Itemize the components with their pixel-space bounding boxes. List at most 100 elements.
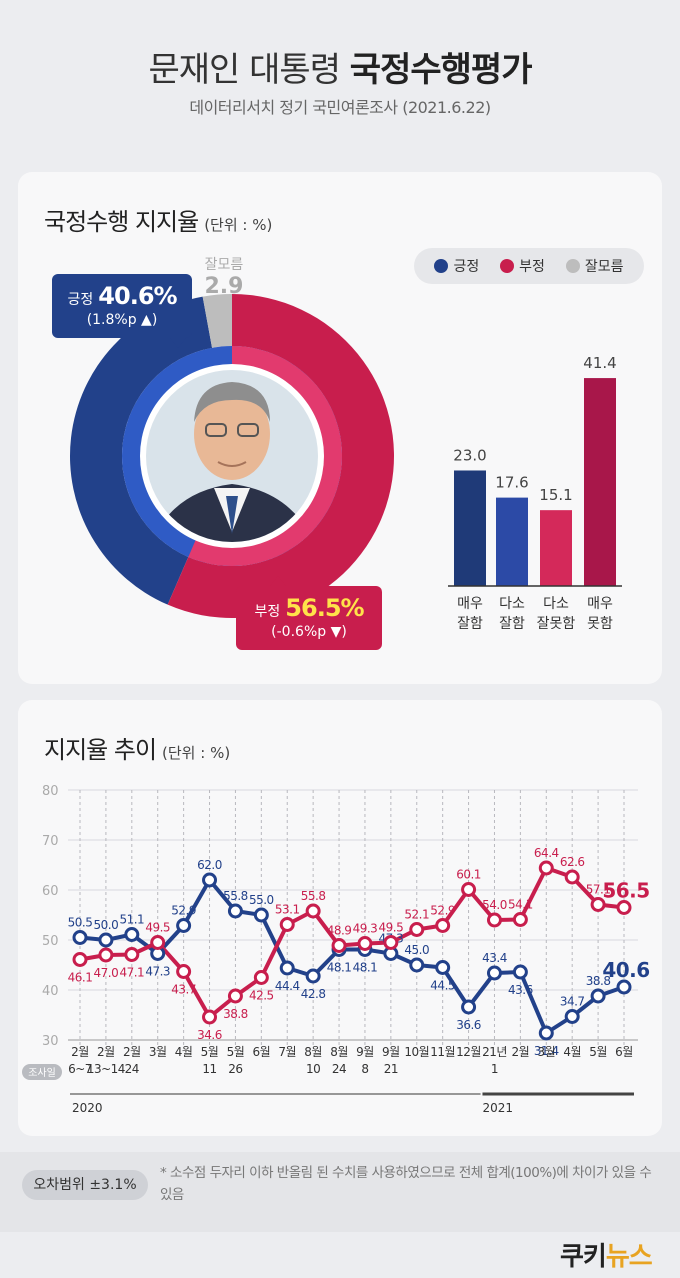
year-label-2021: 2021	[482, 1101, 513, 1115]
bar-category-label-3-1: 다소	[543, 596, 569, 612]
bar-category-label-4-1: 매우	[587, 596, 613, 612]
point-label-negative-7: 38.8	[223, 1007, 248, 1021]
legend-dot-negative	[500, 259, 515, 273]
bar-category-label-2-2: 잘함	[499, 616, 525, 632]
bar-category-label-3-2: 잘못함	[537, 616, 576, 632]
bar-value-label-2: 17.6	[495, 474, 528, 492]
x-tick-label-19-1: 3월	[537, 1045, 555, 1059]
kukinews-logo: 쿠키뉴스	[560, 1236, 653, 1273]
y-tick-label-5: 70	[42, 834, 59, 849]
point-positive-6	[202, 872, 218, 888]
approval-unit: (단위 : %)	[204, 216, 273, 234]
footnote-text: * 소수점 두자리 이하 반올림 된 수치를 사용하였으므로 전체 합계(100…	[160, 1165, 652, 1203]
point-negative-8	[253, 970, 269, 985]
x-tick-label-3-1: 2월	[123, 1045, 141, 1059]
bar-category-label-4-2: 못함	[587, 616, 613, 632]
legend-item-negative: 부정	[500, 256, 545, 276]
point-label-negative-6: 34.6	[197, 1028, 222, 1042]
x-tick-label-10-1: 8월	[304, 1045, 322, 1059]
y-tick-label-3: 50	[42, 934, 59, 949]
x-tick-label-4-1: 3월	[149, 1045, 167, 1059]
margin-of-error-badge: 오차범위 ±3.1%	[22, 1170, 148, 1200]
donut-slice-dontknow	[202, 294, 232, 348]
legend-item-dontknow: 잘모름	[565, 256, 624, 276]
donut-slice-positive	[70, 296, 213, 605]
point-negative-22	[616, 900, 632, 915]
x-tick-label-2-1: 2월	[97, 1045, 115, 1059]
point-positive-9	[279, 960, 295, 976]
y-tick-label-2: 40	[42, 984, 59, 999]
point-label-positive-17: 43.4	[482, 951, 507, 965]
point-positive-18	[512, 964, 528, 980]
x-tick-label-16-1: 12월	[456, 1045, 481, 1059]
point-negative-15	[435, 918, 451, 933]
point-positive-5	[176, 918, 192, 933]
point-label-negative-14: 52.1	[404, 908, 429, 922]
x-tick-label-1-1: 2월	[71, 1045, 89, 1059]
bar-1	[454, 470, 486, 586]
point-negative-6	[202, 1009, 218, 1025]
bar-category-label-1-1: 매우	[457, 596, 483, 612]
negative-callout-change: (-0.6%p ▼)	[271, 624, 347, 640]
x-tick-label-1-2: 6~7	[68, 1062, 92, 1076]
x-tick-label-22-1: 6월	[615, 1045, 633, 1059]
point-label-negative-9: 53.1	[275, 903, 300, 917]
x-tick-label-13-1: 9월	[382, 1045, 400, 1059]
point-label-positive-7: 55.8	[223, 889, 248, 903]
point-label-positive-21: 38.8	[586, 974, 611, 988]
point-positive-7	[227, 903, 243, 919]
y-tick-label-4: 60	[42, 884, 59, 899]
bar-category-label-2-1: 다소	[499, 596, 525, 612]
legend-label-dontknow: 잘모름	[584, 259, 624, 275]
point-label-positive-22: 40.6	[602, 958, 649, 982]
point-negative-3	[124, 947, 140, 962]
trend-section-title: 지지율 추이 (단위 : %)	[44, 736, 231, 764]
negative-callout-label: 부정	[254, 604, 281, 620]
dontknow-value: 2.9	[204, 274, 244, 299]
point-negative-1	[72, 952, 88, 967]
x-tick-label-12-1: 9월	[356, 1045, 374, 1059]
x-tick-label-8-1: 6월	[252, 1045, 270, 1059]
page-title: 문재인 대통령 국정수행평가	[148, 50, 533, 90]
point-label-positive-12: 48.1	[353, 961, 378, 975]
point-label-positive-20: 34.7	[560, 995, 585, 1009]
point-negative-16	[461, 882, 477, 897]
dontknow-title: 잘모름	[204, 257, 244, 273]
point-positive-19	[538, 1025, 554, 1041]
x-tick-label-10-2: 10	[306, 1062, 320, 1076]
point-label-positive-10: 42.8	[301, 987, 326, 1001]
point-label-positive-3: 51.1	[119, 913, 144, 927]
x-tick-label-11-2: 24	[332, 1062, 346, 1076]
point-label-negative-8: 42.5	[249, 989, 274, 1003]
point-positive-3	[124, 927, 140, 942]
positive-callout-change: (1.8%p ▲)	[86, 312, 158, 328]
point-negative-12	[357, 936, 373, 951]
point-negative-2	[98, 947, 114, 963]
legend-label-positive: 긍정	[453, 259, 480, 275]
year-label-2020: 2020	[72, 1101, 103, 1115]
point-label-negative-5: 43.7	[171, 983, 196, 997]
negative-callout: 부정 56.5% (-0.6%p ▼)	[236, 576, 382, 650]
point-label-positive-6: 62.0	[197, 858, 222, 872]
point-negative-21	[590, 897, 606, 912]
chart-legend: 긍정 부정 잘모름	[414, 248, 644, 284]
x-tick-label-12-2: 8	[361, 1062, 368, 1076]
series-line-negative	[79, 866, 625, 1019]
x-tick-label-2-2: 13~14	[87, 1062, 125, 1076]
positive-callout-value: 40.6%	[98, 282, 177, 310]
survey-date-label: 조사일	[28, 1067, 56, 1079]
point-negative-11	[331, 938, 347, 953]
point-label-positive-15: 44.5	[430, 979, 455, 993]
x-tick-label-17-1: 21년	[482, 1045, 507, 1059]
point-positive-20	[564, 1009, 580, 1024]
point-negative-17	[486, 912, 502, 928]
bar-2	[496, 497, 528, 586]
point-positive-15	[435, 960, 451, 975]
x-tick-label-9-1: 7월	[278, 1045, 296, 1059]
point-label-negative-3: 47.1	[119, 966, 144, 980]
point-label-positive-14: 45.0	[404, 943, 429, 957]
point-label-positive-18: 43.6	[508, 983, 533, 997]
legend-item-positive: 긍정	[434, 256, 479, 276]
point-label-positive-5: 52.9	[171, 904, 196, 918]
